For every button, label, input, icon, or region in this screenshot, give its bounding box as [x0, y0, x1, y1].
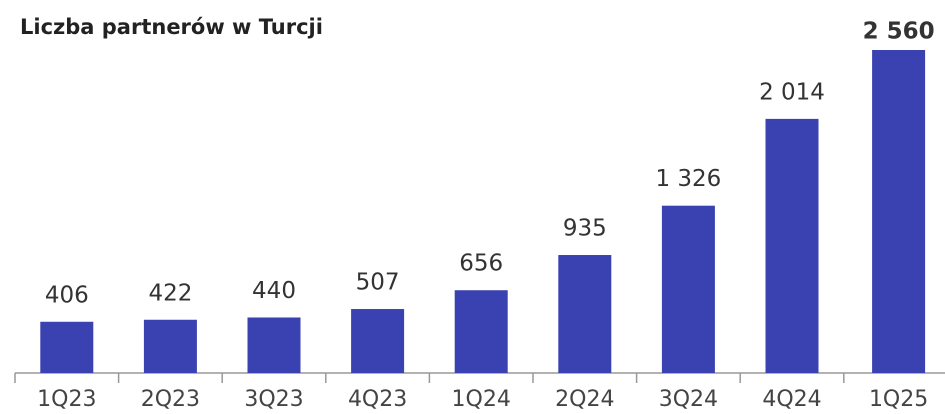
bar — [454, 290, 508, 373]
value-label: 406 — [45, 282, 89, 308]
value-label: 2 560 — [863, 19, 935, 45]
x-tick-label: 1Q23 — [37, 387, 96, 412]
chart-title: Liczba partnerów w Turcji — [20, 15, 323, 39]
bar — [765, 118, 819, 373]
x-tick-label: 1Q25 — [869, 387, 928, 412]
bar — [351, 309, 405, 373]
value-label: 1 326 — [655, 166, 721, 192]
bar — [872, 50, 926, 373]
value-label: 507 — [356, 270, 400, 296]
bar — [247, 317, 301, 373]
bar — [661, 205, 715, 373]
value-label: 440 — [252, 278, 296, 304]
x-tick-label: 3Q24 — [659, 387, 718, 412]
x-tick-label: 1Q24 — [452, 387, 511, 412]
bar — [143, 319, 197, 373]
x-tick-label: 4Q23 — [348, 387, 407, 412]
bar — [40, 321, 94, 373]
value-label: 422 — [148, 280, 192, 306]
x-tick-label: 2Q23 — [141, 387, 200, 412]
value-label: 2 014 — [759, 79, 825, 105]
x-tick-label: 2Q24 — [555, 387, 614, 412]
value-label: 656 — [459, 251, 503, 277]
x-tick-label: 3Q23 — [244, 387, 303, 412]
x-tick-label: 4Q24 — [762, 387, 821, 412]
bar — [558, 255, 612, 373]
value-label: 935 — [563, 216, 607, 242]
